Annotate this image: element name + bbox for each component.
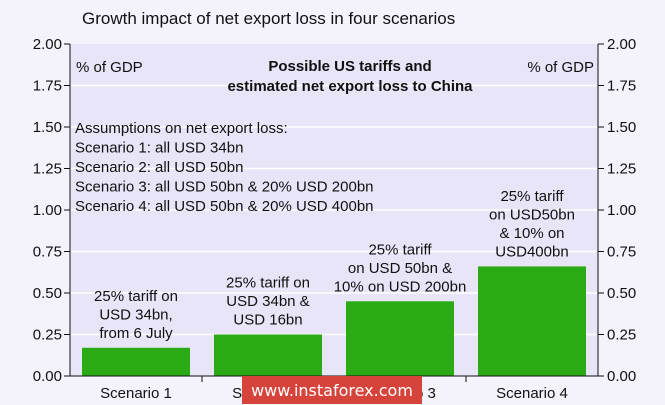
assumption-line: Scenario 3: all USD 50bn & 20% USD 200bn <box>75 179 374 196</box>
y-tick-label-right: 1.25 <box>607 161 636 178</box>
y-tick-label-right: 2.00 <box>607 36 636 53</box>
y-tick-label-left: 0.25 <box>33 327 62 344</box>
bars <box>82 266 586 376</box>
y-tick-label-left: 1.50 <box>33 119 62 136</box>
y-tick-label-right: 1.00 <box>607 202 636 219</box>
x-tick-label: Scenario 1 <box>100 385 172 402</box>
y-tick-label-right: 0.75 <box>607 244 636 261</box>
bar-data-label: USD 16bn <box>233 312 302 329</box>
chart-title: Growth impact of net export loss in four… <box>82 9 455 28</box>
y-tick-label-left: 0.75 <box>33 244 62 261</box>
bar-data-label: on USD 50bn & <box>348 260 452 277</box>
bar-data-label: USD 34bn & <box>226 293 309 310</box>
y-tick-label-left: 0.00 <box>33 368 62 385</box>
chart-subtitle: estimated net export loss to China <box>227 78 473 95</box>
bar-data-label: from 6 July <box>99 325 173 342</box>
assumption-line: Scenario 4: all USD 50bn & 20% USD 400bn <box>75 198 374 215</box>
chart-subtitle: Possible US tariffs and <box>268 58 431 75</box>
bar-data-label: 25% tariff on <box>226 275 310 292</box>
bar <box>214 334 322 376</box>
bar <box>346 301 454 376</box>
bar-data-label: USD 34bn, <box>99 306 172 323</box>
assumption-line: Scenario 1: all USD 34bn <box>75 140 243 157</box>
assumption-line: Assumptions on net export loss: <box>75 120 288 137</box>
y-tick-label-left: 2.00 <box>33 36 62 53</box>
y-tick-label-left: 0.50 <box>33 285 62 302</box>
y-axis-label-right: % of GDP <box>527 59 594 76</box>
y-tick-label-right: 1.50 <box>607 119 636 136</box>
bar <box>82 347 190 376</box>
bar-data-label: 10% on USD 200bn <box>334 278 467 295</box>
y-tick-label-left: 1.25 <box>33 161 62 178</box>
y-tick-label-left: 1.00 <box>33 202 62 219</box>
bar-data-label: USD400bn <box>495 243 568 260</box>
axes <box>64 43 604 382</box>
watermark: www.instaforex.com <box>242 376 422 404</box>
y-axis-label-left: % of GDP <box>76 59 143 76</box>
bar-data-label: 25% tariff on <box>94 288 178 305</box>
bar-data-label: & 10% on <box>499 225 564 242</box>
assumption-line: Scenario 2: all USD 50bn <box>75 159 243 176</box>
bar-data-label: 25% tariff <box>500 188 564 205</box>
y-tick-label-right: 1.75 <box>607 78 636 95</box>
bar-data-label: on USD50bn <box>489 206 575 223</box>
y-tick-label-right: 0.50 <box>607 285 636 302</box>
y-tick-label-left: 1.75 <box>33 78 62 95</box>
y-tick-label-right: 0.00 <box>607 368 636 385</box>
bar <box>478 266 586 376</box>
y-tick-label-right: 0.25 <box>607 327 636 344</box>
bar-data-label: 25% tariff <box>368 241 432 258</box>
gridlines <box>70 84 598 336</box>
x-tick-label: Scenario 4 <box>496 385 568 402</box>
